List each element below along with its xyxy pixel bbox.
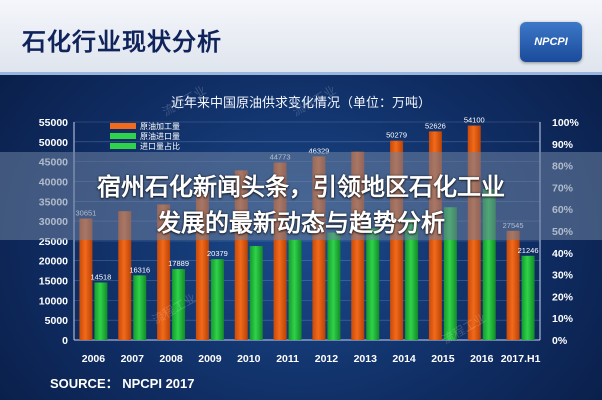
legend-swatch [110, 133, 136, 139]
y-tick-label: 20000 [39, 256, 68, 268]
legend-swatch [110, 143, 136, 149]
bar-import [366, 228, 380, 340]
y-tick-label: 5000 [45, 315, 69, 327]
bar-import [94, 282, 108, 340]
x-tick-label: 2009 [198, 353, 222, 365]
legend-label: 原油进口量 [140, 131, 180, 141]
headline-line-2: 发展的最新动态与趋势分析 [157, 209, 445, 237]
bar-import [327, 232, 341, 340]
page-title: 石化行业现状分析 [22, 28, 222, 56]
source-text: SOURCE： NPCPI 2017 [50, 376, 195, 391]
x-tick-label: 2012 [315, 353, 339, 365]
bar-import [405, 217, 419, 340]
y-tick-label: 10000 [39, 295, 68, 307]
npcpi-logo: NPCPI [520, 22, 582, 62]
legend-label: 原油加工量 [140, 121, 180, 131]
bar-import [443, 207, 457, 340]
x-tick-label: 2006 [82, 353, 106, 365]
y2-tick-label: 20% [552, 291, 574, 303]
y-tick-label: 55000 [39, 117, 68, 129]
bar-import [249, 246, 263, 340]
x-tick-label: 2011 [276, 353, 299, 365]
data-label: 50279 [386, 131, 407, 140]
bar-import [210, 259, 224, 340]
bar-import [521, 255, 535, 340]
data-label: 14518 [90, 272, 111, 281]
headline-line-1: 宿州石化新闻头条，引领地区石化工业 [97, 173, 505, 201]
x-tick-label: 2014 [392, 353, 416, 365]
bar-production [118, 211, 132, 340]
y-tick-label: 15000 [39, 276, 68, 288]
y2-tick-label: 10% [552, 313, 574, 325]
y2-tick-label: 0% [552, 335, 568, 347]
legend-swatch [110, 123, 136, 129]
data-label: 20379 [207, 249, 228, 258]
header-divider [0, 72, 602, 75]
data-label: 17889 [168, 259, 189, 268]
x-tick-label: 2007 [121, 353, 145, 365]
header-bar [0, 0, 602, 72]
x-tick-label: 2017.H1 [501, 353, 541, 365]
legend-label: 进口量占比 [140, 141, 180, 151]
headline-band [0, 152, 602, 240]
bar-production [79, 218, 93, 340]
y2-tick-label: 40% [552, 248, 574, 260]
data-label: 16316 [129, 265, 150, 274]
x-tick-label: 2016 [470, 353, 494, 365]
y2-tick-label: 90% [552, 139, 574, 151]
data-label: 52626 [425, 121, 446, 130]
x-tick-label: 2013 [354, 353, 378, 365]
data-label: 46329 [308, 146, 329, 155]
data-label: 54100 [464, 116, 485, 125]
y-tick-label: 50000 [39, 137, 68, 149]
x-tick-label: 2010 [237, 353, 261, 365]
x-tick-label: 2008 [159, 353, 183, 365]
y-tick-label: 0 [62, 335, 68, 347]
bar-import [288, 239, 302, 340]
y2-tick-label: 30% [552, 270, 574, 282]
bar-import [172, 269, 186, 340]
chart-title: 近年来中国原油供求变化情况（单位：万吨） [170, 96, 431, 111]
y2-tick-label: 100% [552, 117, 580, 129]
data-label: 21246 [518, 246, 539, 255]
x-tick-label: 2015 [431, 353, 455, 365]
bar-import [133, 275, 147, 340]
bar-production [506, 230, 520, 340]
